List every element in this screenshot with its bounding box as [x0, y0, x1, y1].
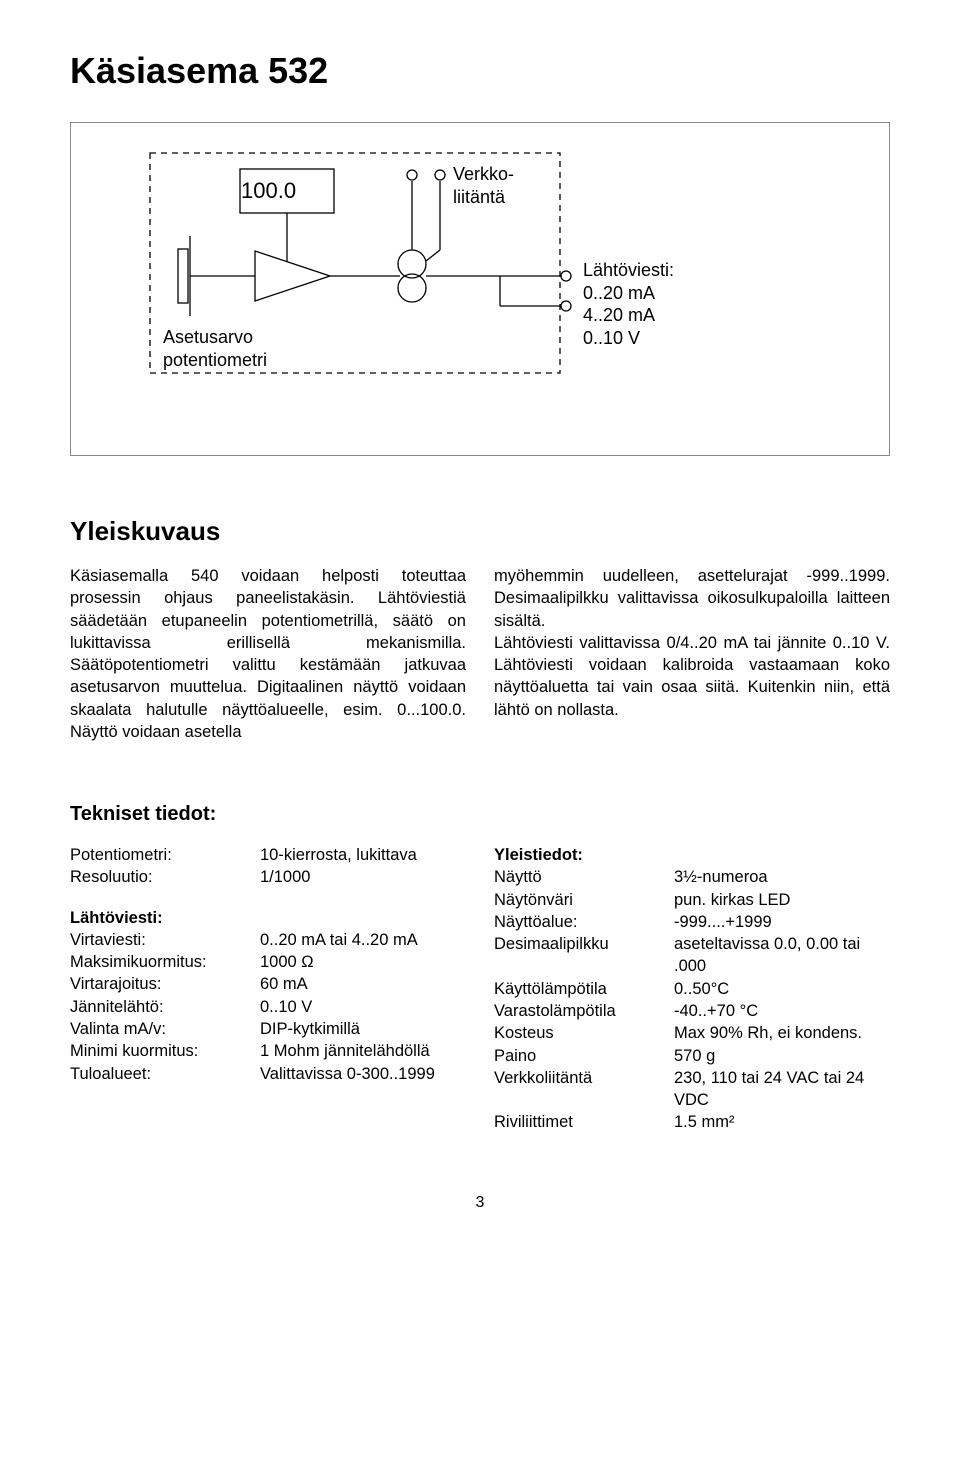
block-diagram: 100.0 Asetusarvo potentiometri Verkko- l… [93, 141, 867, 431]
spec-val: 60 mA [260, 973, 308, 995]
spec-val: pun. kirkas LED [674, 889, 790, 911]
spec-val: Max 90% Rh, ei kondens. [674, 1022, 862, 1044]
spec-key: Varastolämpötila [494, 1000, 674, 1022]
spec-key: Paino [494, 1045, 674, 1067]
spec-val: -40..+70 °C [674, 1000, 758, 1022]
tech-columns: Potentiometri:10-kierrosta, lukittava Re… [70, 844, 890, 1133]
output-subheading: Lähtöviesti: [70, 907, 466, 929]
spec-val: 3½-numeroa [674, 866, 768, 888]
spec-key: Verkkoliitäntä [494, 1067, 674, 1112]
spec-key: Riviliittimet [494, 1111, 674, 1133]
spec-val: 1000 Ω [260, 951, 314, 973]
spec-key: Desimaalipilkku [494, 933, 674, 978]
diagram-outer-box: 100.0 Asetusarvo potentiometri Verkko- l… [70, 122, 890, 456]
spec-val: 1.5 mm² [674, 1111, 735, 1133]
spec-val: aseteltavissa 0.0, 0.00 tai .000 [674, 933, 890, 978]
spec-val: 10-kierrosta, lukittava [260, 844, 417, 866]
spec-row: Virtarajoitus:60 mA [70, 973, 466, 995]
spec-row: Potentiometri:10-kierrosta, lukittava [70, 844, 466, 866]
spec-key: Näyttö [494, 866, 674, 888]
spec-key: Virtarajoitus: [70, 973, 260, 995]
spec-row: Paino570 g [494, 1045, 890, 1067]
overview-left-text: Käsiasemalla 540 voidaan helposti toteut… [70, 567, 466, 741]
spec-val: -999....+1999 [674, 911, 772, 933]
setpoint-label: Asetusarvo potentiometri [163, 326, 267, 371]
spec-row: Desimaalipilkku aseteltavissa 0.0, 0.00 … [494, 933, 890, 978]
spec-row: Maksimikuormitus:1000 Ω [70, 951, 466, 973]
overview-right: myöhemmin uudelleen, asettelurajat -999.… [494, 565, 890, 743]
spec-val: 0..20 mA tai 4..20 mA [260, 929, 418, 951]
spec-val: Valittavissa 0-300..1999 [260, 1063, 435, 1085]
general-subheading: Yleistiedot: [494, 844, 890, 866]
spec-row: Minimi kuormitus:1 Mohm jännitelähdöllä [70, 1040, 466, 1062]
spec-val: 230, 110 tai 24 VAC tai 24 VDC [674, 1067, 890, 1112]
spec-key: Näytönväri [494, 889, 674, 911]
spec-key: Jännitelähtö: [70, 996, 260, 1018]
spec-row: KosteusMax 90% Rh, ei kondens. [494, 1022, 890, 1044]
tech-left: Potentiometri:10-kierrosta, lukittava Re… [70, 844, 466, 1133]
spec-key: Virtaviesti: [70, 929, 260, 951]
spec-row: Näyttö3½-numeroa [494, 866, 890, 888]
tech-heading: Tekniset tiedot: [70, 803, 890, 826]
tech-right: Yleistiedot: Näyttö3½-numeroa Näytönväri… [494, 844, 890, 1133]
spec-row: Tuloalueet:Valittavissa 0-300..1999 [70, 1063, 466, 1085]
spec-key: Potentiometri: [70, 844, 260, 866]
page-number: 3 [70, 1194, 890, 1212]
overview-left: Käsiasemalla 540 voidaan helposti toteut… [70, 565, 466, 743]
display-value-label: 100.0 [241, 177, 296, 205]
spec-key: Tuloalueet: [70, 1063, 260, 1085]
spec-key: Minimi kuormitus: [70, 1040, 260, 1062]
spec-key: Kosteus [494, 1022, 674, 1044]
spec-val: DIP-kytkimillä [260, 1018, 360, 1040]
spec-row: Varastolämpötila-40..+70 °C [494, 1000, 890, 1022]
page: Käsiasema 532 [0, 0, 960, 1252]
spec-key: Näyttöalue: [494, 911, 674, 933]
spec-row: Valinta mA/v:DIP-kytkimillä [70, 1018, 466, 1040]
spec-row: Riviliittimet1.5 mm² [494, 1111, 890, 1133]
page-title: Käsiasema 532 [70, 50, 890, 92]
spec-key: Maksimikuormitus: [70, 951, 260, 973]
spec-val: 0..50°C [674, 978, 729, 1000]
spec-row: Virtaviesti:0..20 mA tai 4..20 mA [70, 929, 466, 951]
spec-val: 1 Mohm jännitelähdöllä [260, 1040, 430, 1062]
output-label: Lähtöviesti: 0..20 mA 4..20 mA 0..10 V [583, 259, 674, 349]
spec-val: 0..10 V [260, 996, 312, 1018]
spec-key: Valinta mA/v: [70, 1018, 260, 1040]
overview-columns: Käsiasemalla 540 voidaan helposti toteut… [70, 565, 890, 743]
spec-key: Resoluutio: [70, 866, 260, 888]
spec-row: Verkkoliitäntä230, 110 tai 24 VAC tai 24… [494, 1067, 890, 1112]
spec-val: 570 g [674, 1045, 715, 1067]
overview-right-text: myöhemmin uudelleen, asettelurajat -999.… [494, 567, 890, 719]
spec-key: Käyttölämpötila [494, 978, 674, 1000]
overview-heading: Yleiskuvaus [70, 516, 890, 547]
power-label: Verkko- liitäntä [453, 163, 514, 208]
spec-row: Näytönväri pun. kirkas LED [494, 889, 890, 911]
spec-val: 1/1000 [260, 866, 310, 888]
spec-row: Resoluutio:1/1000 [70, 866, 466, 888]
spec-row: Jännitelähtö:0..10 V [70, 996, 466, 1018]
spec-row: Näyttöalue:-999....+1999 [494, 911, 890, 933]
spec-row: Käyttölämpötila0..50°C [494, 978, 890, 1000]
